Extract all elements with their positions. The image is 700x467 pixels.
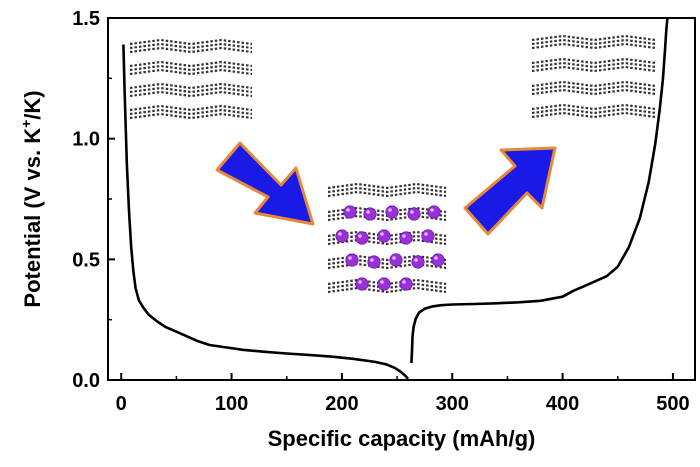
x-tick-label: 300: [436, 393, 469, 415]
discharge-arrow-icon: [215, 141, 315, 226]
y-tick-label: 0.5: [72, 249, 100, 271]
series-layer: [122, 17, 669, 380]
y-axis-title-suffix: /K): [20, 90, 45, 119]
x-tick-label: 0: [116, 393, 127, 415]
y-tick-label: 0.0: [72, 370, 100, 392]
restored-graphite-layers-icon: [531, 34, 657, 119]
series-line-2: [410, 17, 669, 364]
y-axis-title: Potential (V vs. K+/K): [18, 90, 45, 307]
y-axis-title-superscript: +: [18, 120, 34, 128]
plot-frame: [107, 17, 696, 381]
x-tick-label: 400: [546, 393, 579, 415]
y-tick-label: 1.0: [72, 129, 100, 151]
x-tick-label: 500: [656, 393, 689, 415]
pristine-graphite-layers-icon: [129, 38, 253, 120]
x-axis-title: Specific capacity (mAh/g): [268, 426, 536, 451]
y-axis: 0.0 0.5 1.0 1.5: [72, 8, 115, 392]
x-tick-label: 100: [215, 393, 248, 415]
y-axis-title-prefix: Potential (V vs. K: [20, 128, 45, 308]
x-tick-label: 200: [325, 393, 358, 415]
inset-illustrations: [129, 34, 657, 294]
charge-arrow-icon: [463, 146, 557, 236]
x-axis: 0 100 200 300 400 500: [116, 373, 690, 415]
y-tick-label: 1.5: [72, 8, 100, 30]
series-line-1: [122, 44, 410, 380]
potassiated-layers-icon: [327, 182, 447, 294]
